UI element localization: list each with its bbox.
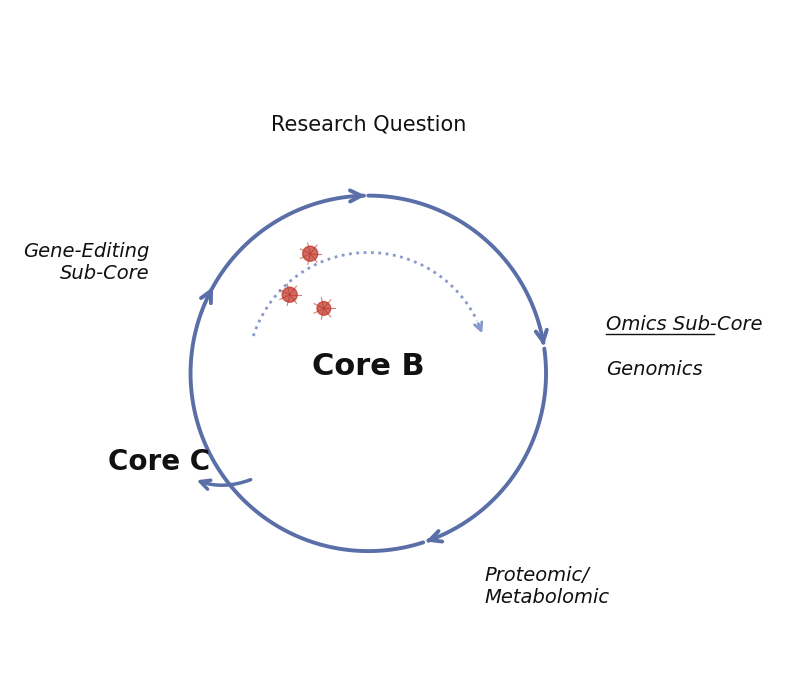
Text: Research Question: Research Question	[270, 114, 466, 134]
Text: Core C: Core C	[109, 448, 210, 476]
Text: Genomics: Genomics	[606, 360, 702, 379]
Text: Proteomic/
Metabolomic: Proteomic/ Metabolomic	[485, 566, 610, 608]
Text: Omics Sub-Core: Omics Sub-Core	[606, 315, 762, 334]
Text: Core B: Core B	[312, 352, 425, 381]
Circle shape	[302, 246, 318, 261]
Circle shape	[282, 287, 297, 302]
Text: Gene-Editing
Sub-Core: Gene-Editing Sub-Core	[23, 242, 150, 283]
Circle shape	[317, 302, 330, 316]
